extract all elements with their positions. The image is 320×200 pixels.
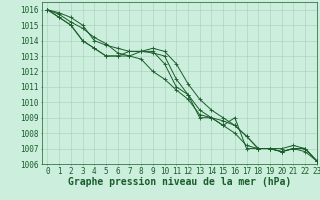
X-axis label: Graphe pression niveau de la mer (hPa): Graphe pression niveau de la mer (hPa) — [68, 177, 291, 187]
